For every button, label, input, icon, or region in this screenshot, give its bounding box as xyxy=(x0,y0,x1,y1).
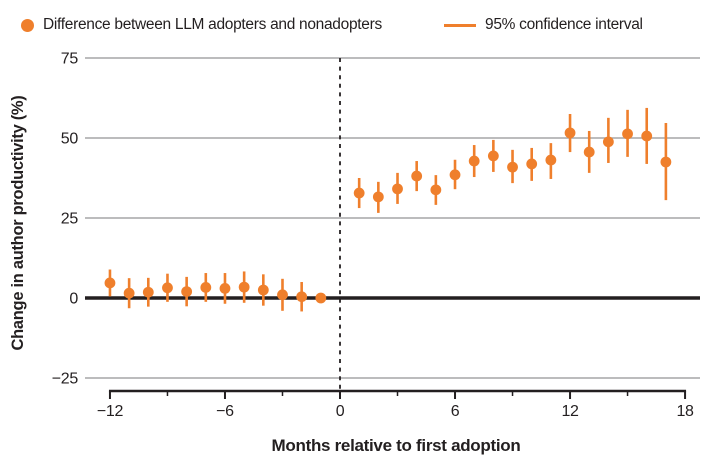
legend-item-difference: Difference between LLM adopters and nona… xyxy=(21,16,382,34)
x-axis-title: Months relative to first adoption xyxy=(271,436,521,455)
y-tick-label: 0 xyxy=(69,291,78,308)
x-tick-label: 6 xyxy=(451,403,460,420)
data-point xyxy=(372,191,384,203)
x-tick-label: 12 xyxy=(561,403,579,420)
data-point xyxy=(583,146,595,158)
legend-line-icon xyxy=(444,23,476,27)
data-point xyxy=(487,150,499,162)
data-point xyxy=(277,289,288,301)
x-tick-label: −6 xyxy=(216,403,234,420)
data-point xyxy=(392,183,403,195)
data-point xyxy=(468,155,480,167)
legend-item-confidence-interval: 95% confidence interval xyxy=(444,16,643,34)
data-point xyxy=(430,184,442,196)
data-point xyxy=(622,128,633,140)
data-point xyxy=(564,127,576,139)
data-point xyxy=(181,286,193,297)
x-tick-label: −12 xyxy=(97,403,124,420)
data-point xyxy=(353,187,365,199)
data-point xyxy=(257,284,269,296)
data-point xyxy=(219,283,231,294)
y-tick-label: 25 xyxy=(61,211,79,228)
data-point xyxy=(162,282,173,294)
data-point xyxy=(104,277,116,289)
data-point xyxy=(660,156,672,168)
data-point xyxy=(123,287,135,299)
data-point xyxy=(296,291,308,303)
data-point xyxy=(545,154,557,166)
legend-ci-label: 95% confidence interval xyxy=(485,16,643,33)
data-point xyxy=(200,282,212,293)
legend-difference-label: Difference between LLM adopters and nona… xyxy=(43,16,382,33)
data-point xyxy=(142,286,154,298)
y-tick-label: −25 xyxy=(52,371,79,388)
data-point xyxy=(411,170,423,182)
data-point xyxy=(526,158,538,170)
data-point xyxy=(449,169,461,181)
data-point xyxy=(238,281,250,293)
legend-dot-icon xyxy=(21,18,34,32)
data-point xyxy=(315,292,327,304)
y-tick-label: 50 xyxy=(61,131,79,148)
data-point xyxy=(641,130,653,142)
x-tick-label: 18 xyxy=(676,403,694,420)
data-point xyxy=(602,136,614,148)
x-tick-label: 0 xyxy=(336,403,345,420)
data-point xyxy=(507,161,518,173)
y-tick-label: 75 xyxy=(61,51,79,68)
